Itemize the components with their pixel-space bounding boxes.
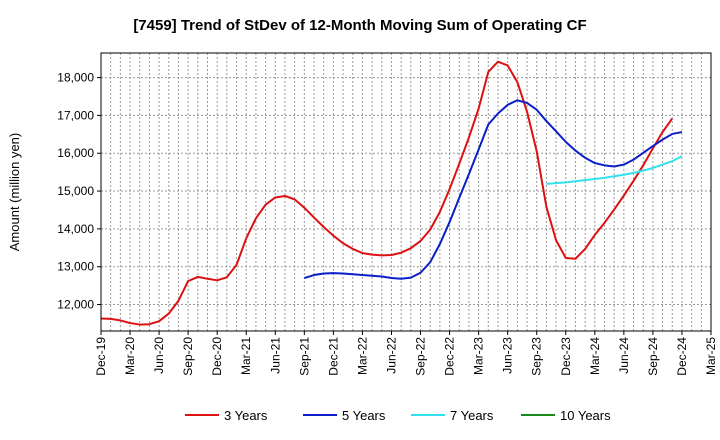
y-axis-label: Amount (million yen) <box>7 133 22 252</box>
x-tick-label: Sep-23 <box>530 337 544 376</box>
x-tick-label: Dec-21 <box>326 337 340 376</box>
x-tick-label: Sep-21 <box>297 337 311 376</box>
legend-label-3-years: 3 Years <box>224 408 268 423</box>
legend-label-10-years: 10 Years <box>560 408 611 423</box>
axes <box>100 52 712 332</box>
series-line-5-years <box>304 99 683 280</box>
y-tick-label: 14,000 <box>57 222 94 236</box>
x-tick-label: Dec-24 <box>675 337 689 376</box>
series-line-3-years <box>100 60 674 326</box>
x-tick-label: Dec-19 <box>94 337 108 376</box>
series-line-7-years <box>546 155 683 185</box>
x-tick-label: Mar-24 <box>588 337 602 375</box>
x-tick-label: Jun-22 <box>384 337 398 374</box>
y-tick-label: 17,000 <box>57 108 94 122</box>
plot-background <box>101 53 711 331</box>
y-axis-ticks: 12,000 13,000 14,000 15,000 16,000 17,000 18,0… <box>57 71 101 312</box>
plot-area <box>101 53 711 331</box>
grid <box>101 53 711 331</box>
x-tick-label: Sep-22 <box>414 337 428 376</box>
x-tick-label: Jun-23 <box>501 337 515 374</box>
x-tick-label: Sep-24 <box>646 337 660 376</box>
plot-border <box>100 52 712 332</box>
legend-label-7-years: 7 Years <box>450 408 494 423</box>
x-tick-label: Dec-23 <box>559 337 573 376</box>
x-tick-label: Dec-20 <box>210 337 224 376</box>
x-tick-label: Mar-25 <box>704 337 718 375</box>
x-tick-label: Mar-20 <box>123 337 137 375</box>
x-tick-label: Mar-22 <box>355 337 369 375</box>
x-tick-label: Mar-23 <box>472 337 486 375</box>
legend-label-5-years: 5 Years <box>342 408 386 423</box>
legend: 3 Years 5 Years 7 Years 10 Years <box>185 408 611 423</box>
x-tick-label: Mar-21 <box>239 337 253 375</box>
y-tick-label: 15,000 <box>57 184 94 198</box>
chart-title: [7459] Trend of StDev of 12-Month Moving… <box>133 17 586 34</box>
x-tick-label: Dec-22 <box>443 337 457 376</box>
x-axis-ticks: Dec-19 Mar-20 Jun-20 Sep-20 Dec-20 Mar-21 Jun-… <box>94 331 718 376</box>
x-tick-label: Jun-21 <box>268 337 282 374</box>
series-layer <box>100 60 683 326</box>
y-tick-label: 12,000 <box>57 298 94 312</box>
x-tick-label: Jun-24 <box>617 337 631 374</box>
y-tick-label: 18,000 <box>57 71 94 85</box>
x-tick-label: Jun-20 <box>152 337 166 374</box>
y-tick-label: 16,000 <box>57 146 94 160</box>
y-tick-label: 13,000 <box>57 260 94 274</box>
x-tick-label: Sep-20 <box>181 337 195 376</box>
